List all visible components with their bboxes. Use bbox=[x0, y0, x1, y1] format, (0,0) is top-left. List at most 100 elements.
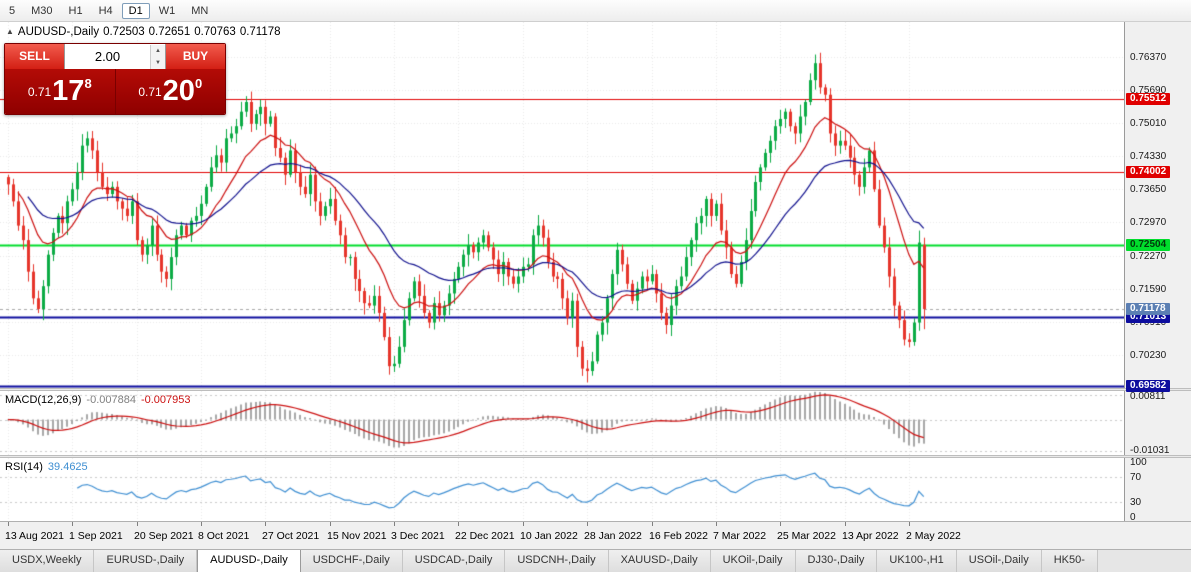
chart-tab-usdx-weekly[interactable]: USDX,Weekly bbox=[0, 550, 95, 572]
date-label: 25 Mar 2022 bbox=[777, 530, 836, 542]
chart-tab-xauusd-daily[interactable]: XAUUSD-,Daily bbox=[608, 550, 711, 572]
date-label: 22 Dec 2021 bbox=[455, 530, 515, 542]
price-divider bbox=[114, 69, 116, 114]
chart-tab-dj30-daily[interactable]: DJ30-,Daily bbox=[795, 550, 878, 572]
date-tick bbox=[137, 522, 138, 526]
hline-price-badge[interactable]: 0.75512 bbox=[1126, 92, 1171, 105]
timeframe-button-m30[interactable]: M30 bbox=[31, 4, 53, 17]
macd-signal-value: -0.007953 bbox=[140, 394, 191, 406]
rsi-pane: RSI(14) 39.4625 bbox=[0, 458, 1124, 521]
chart-tab-audusd-daily[interactable]: AUDUSD-,Daily bbox=[197, 550, 301, 572]
timeframe-toolbar: 5 M30 H1 H4 D1 W1 MN bbox=[0, 0, 1191, 22]
rsi-canvas[interactable] bbox=[0, 458, 1124, 521]
date-label: 28 Jan 2022 bbox=[584, 530, 642, 542]
date-tick bbox=[458, 522, 459, 526]
date-label: 3 Dec 2021 bbox=[391, 530, 445, 542]
ohlc-close: 0.71178 bbox=[239, 26, 281, 38]
date-tick bbox=[8, 522, 9, 526]
date-tick bbox=[201, 522, 202, 526]
date-tick bbox=[652, 522, 653, 526]
time-axis[interactable]: 13 Aug 2021 1 Sep 2021 20 Sep 2021 8 Oct 20… bbox=[0, 521, 1191, 549]
buy-button[interactable]: BUY bbox=[166, 44, 225, 69]
macd-canvas[interactable] bbox=[0, 391, 1124, 455]
date-tick bbox=[587, 522, 588, 526]
chart-symbol-label: AUDUSD-,Daily bbox=[17, 26, 100, 38]
volume-spinner[interactable]: 2.00 ▲ ▼ bbox=[64, 44, 166, 69]
chart-tabs-bar: USDX,Weekly EURUSD-,Daily AUDUSD-,Daily USD… bbox=[0, 549, 1191, 572]
chart-tab-uk100-h1[interactable]: UK100-,H1 bbox=[877, 550, 957, 572]
price-axis[interactable]: 0.76370 0.75690 0.75010 0.74330 0.73650 0.729… bbox=[1124, 22, 1191, 393]
collapse-trade-panel-icon[interactable]: ▲ bbox=[6, 27, 14, 36]
volume-down-icon[interactable]: ▼ bbox=[151, 56, 165, 69]
hline-price-badge[interactable]: 0.69582 bbox=[1126, 380, 1171, 393]
sell-button[interactable]: SELL bbox=[5, 44, 64, 69]
rsi-label: RSI(14) bbox=[5, 461, 43, 473]
pane-splitter-rsi[interactable] bbox=[0, 455, 1191, 458]
price-tick-label: 0.70230 bbox=[1130, 350, 1167, 362]
volume-spin-buttons: ▲ ▼ bbox=[150, 44, 165, 69]
price-tick-label: 0.74330 bbox=[1130, 151, 1167, 163]
bid-price-big: 17 bbox=[52, 75, 85, 107]
timeframe-button-d1[interactable]: D1 bbox=[121, 2, 150, 19]
price-chart-pane: ▲ AUDUSD-,Daily 0.72503 0.72651 0.70763 0.711… bbox=[0, 22, 1124, 388]
hline-price-badge[interactable]: 0.74002 bbox=[1126, 166, 1171, 179]
hline-price-badge[interactable]: 0.72504 bbox=[1126, 238, 1171, 251]
chart-tab-usoil-daily[interactable]: USOil-,Daily bbox=[956, 550, 1042, 572]
price-tick-label: 0.72970 bbox=[1130, 217, 1167, 229]
rsi-axis[interactable]: 100 70 30 0 bbox=[1124, 457, 1191, 523]
one-click-trade-panel: SELL 2.00 ▲ ▼ BUY 0.71 17 8 bbox=[4, 43, 226, 115]
chart-tab-usdcad-daily[interactable]: USDCAD-,Daily bbox=[402, 550, 506, 572]
chart-tab-usdcnh-daily[interactable]: USDCNH-,Daily bbox=[505, 550, 609, 572]
chart-header: ▲ AUDUSD-,Daily 0.72503 0.72651 0.70763 0.711… bbox=[6, 26, 285, 38]
bid-price-prefix: 0.71 bbox=[27, 84, 52, 99]
ask-price-sup: 0 bbox=[194, 76, 203, 91]
macd-pane: MACD(12,26,9) -0.007884 -0.007953 bbox=[0, 391, 1124, 455]
price-tick-label: 0.76370 bbox=[1130, 52, 1167, 64]
macd-header: MACD(12,26,9) -0.007884 -0.007953 bbox=[5, 394, 191, 406]
timeframe-button-h4[interactable]: H4 bbox=[98, 4, 113, 17]
macd-axis[interactable]: 0.00811 -0.01031 bbox=[1124, 391, 1191, 456]
price-tick-label: 0.71590 bbox=[1130, 284, 1167, 296]
macd-label: MACD(12,26,9) bbox=[5, 394, 82, 406]
timeframe-button-h1[interactable]: H1 bbox=[68, 4, 83, 17]
rsi-tick-label: 70 bbox=[1130, 471, 1142, 483]
timeframe-button-w1[interactable]: W1 bbox=[158, 4, 176, 17]
current-price-badge[interactable]: 0.71178 bbox=[1126, 303, 1170, 316]
date-tick bbox=[523, 522, 524, 526]
date-tick bbox=[330, 522, 331, 526]
bid-price[interactable]: 0.71 17 8 bbox=[5, 69, 115, 114]
volume-value[interactable]: 2.00 bbox=[94, 49, 121, 64]
date-label: 7 Mar 2022 bbox=[713, 530, 767, 542]
price-tick-label: 0.75690 bbox=[1130, 85, 1167, 97]
chart-tab-usdchf-daily[interactable]: USDCHF-,Daily bbox=[300, 550, 403, 572]
ask-price[interactable]: 0.71 20 0 bbox=[116, 69, 226, 114]
pane-splitter-macd[interactable] bbox=[0, 388, 1191, 391]
date-tick bbox=[265, 522, 266, 526]
date-tick bbox=[909, 522, 910, 526]
macd-tick-label: -0.01031 bbox=[1130, 445, 1170, 456]
ohlc-open: 0.72503 bbox=[103, 26, 145, 38]
chart-tab-eurusd-daily[interactable]: EURUSD-,Daily bbox=[94, 550, 198, 572]
date-tick bbox=[716, 522, 717, 526]
chart-tab-hk50-[interactable]: HK50- bbox=[1041, 550, 1098, 572]
date-label: 1 Sep 2021 bbox=[69, 530, 123, 542]
date-label: 10 Jan 2022 bbox=[520, 530, 578, 542]
date-label: 2 May 2022 bbox=[906, 530, 961, 542]
price-tick-label: 0.73650 bbox=[1130, 184, 1167, 196]
rsi-header: RSI(14) 39.4625 bbox=[5, 461, 88, 473]
timeframe-button-mn[interactable]: MN bbox=[191, 4, 209, 17]
macd-tick-label: 0.00811 bbox=[1130, 391, 1166, 402]
date-label: 13 Apr 2022 bbox=[842, 530, 899, 542]
date-tick bbox=[394, 522, 395, 526]
date-tick bbox=[72, 522, 73, 526]
volume-up-icon[interactable]: ▲ bbox=[151, 44, 165, 57]
ask-price-big: 20 bbox=[162, 75, 195, 107]
date-label: 15 Nov 2021 bbox=[327, 530, 387, 542]
timeframe-button-5[interactable]: 5 bbox=[9, 4, 16, 17]
date-label: 20 Sep 2021 bbox=[134, 530, 194, 542]
date-label: 27 Oct 2021 bbox=[262, 530, 320, 542]
chart-tab-ukoil-daily[interactable]: UKOil-,Daily bbox=[710, 550, 796, 572]
macd-value: -0.007884 bbox=[86, 394, 136, 406]
ohlc-high: 0.72651 bbox=[148, 26, 191, 38]
